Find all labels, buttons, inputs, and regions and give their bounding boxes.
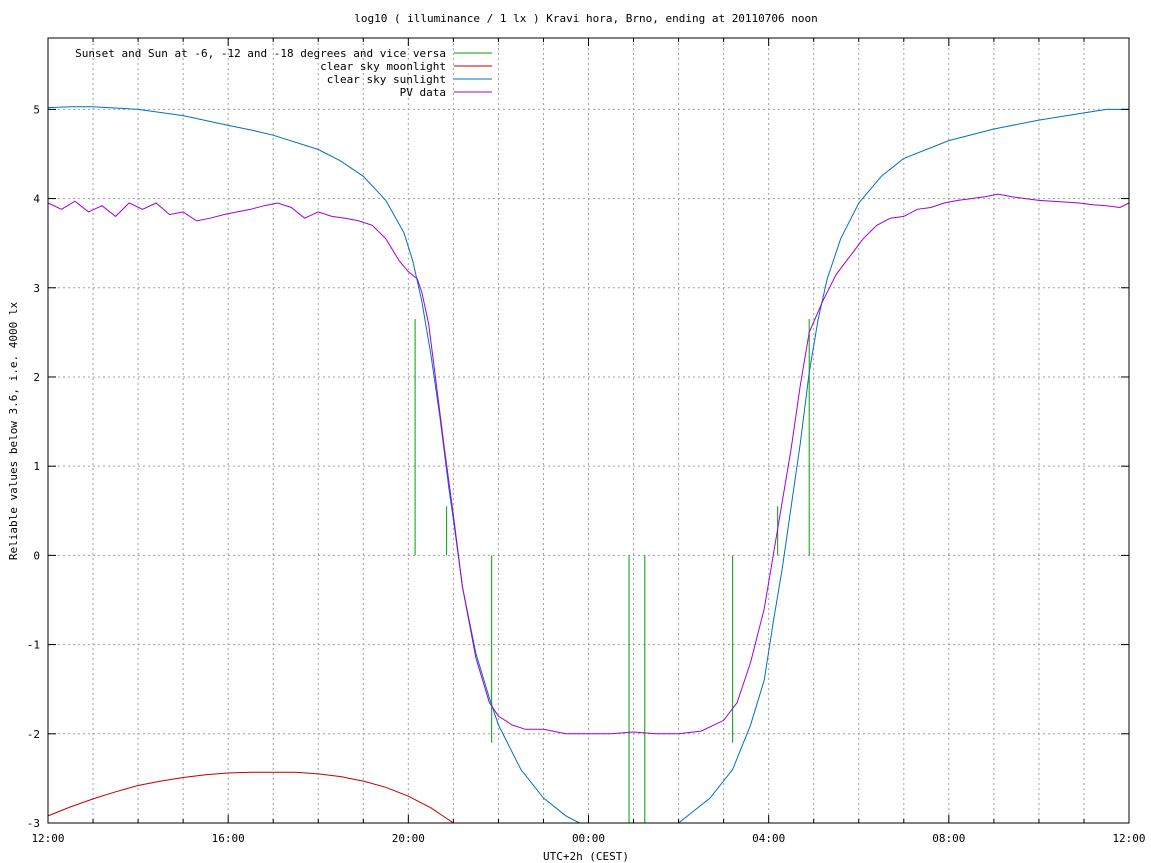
- axis-layer: 12:00 16:00 20:00 00:00 04:00 08:00 12:00 -3 -2 -…: [27, 37, 1146, 845]
- x-axis-label: UTC+2h (CEST): [543, 850, 629, 863]
- x-tick-label: 16:00: [212, 832, 245, 845]
- series-3: [47, 193, 1130, 735]
- series-line-3: [47, 193, 1130, 735]
- series-line-1: [47, 771, 454, 824]
- x-tick-label: 12:00: [1112, 832, 1145, 845]
- series-1: [47, 771, 454, 824]
- series-2: [47, 106, 1129, 824]
- y-tick-label: 3: [33, 282, 40, 295]
- legend: Sunset and Sun at -6, -12 and -18 degree…: [75, 47, 492, 99]
- y-tick-label: 0: [33, 549, 40, 562]
- series-layer: [47, 106, 1130, 824]
- plot-border: [47, 37, 1130, 824]
- legend-label: clear sky sunlight: [327, 73, 446, 86]
- y-tick-label: -2: [27, 728, 40, 741]
- y-tick-label: -1: [27, 639, 40, 652]
- y-tick-label: 5: [33, 103, 40, 116]
- y-tick-label: -3: [27, 817, 40, 830]
- x-tick-label: 08:00: [932, 832, 965, 845]
- grid-layer: [48, 38, 1129, 823]
- legend-label: Sunset and Sun at -6, -12 and -18 degree…: [75, 47, 446, 60]
- series-0: [414, 318, 810, 823]
- x-tick-label: 00:00: [572, 832, 605, 845]
- series-line-2: [47, 106, 1129, 824]
- y-tick-label: 2: [33, 371, 40, 384]
- x-tick-label: 12:00: [31, 832, 64, 845]
- y-tick-label: 1: [33, 460, 40, 473]
- x-tick-label: 04:00: [752, 832, 785, 845]
- x-tick-label: 20:00: [392, 832, 425, 845]
- chart-title: log10 ( illuminance / 1 lx ) Kravi hora,…: [354, 12, 818, 25]
- y-tick-label: 4: [33, 193, 40, 206]
- y-axis-label: Reliable values below 3.6, i.e. 4000 lx: [7, 301, 20, 560]
- legend-label: clear sky moonlight: [320, 60, 446, 73]
- legend-label: PV data: [400, 86, 446, 99]
